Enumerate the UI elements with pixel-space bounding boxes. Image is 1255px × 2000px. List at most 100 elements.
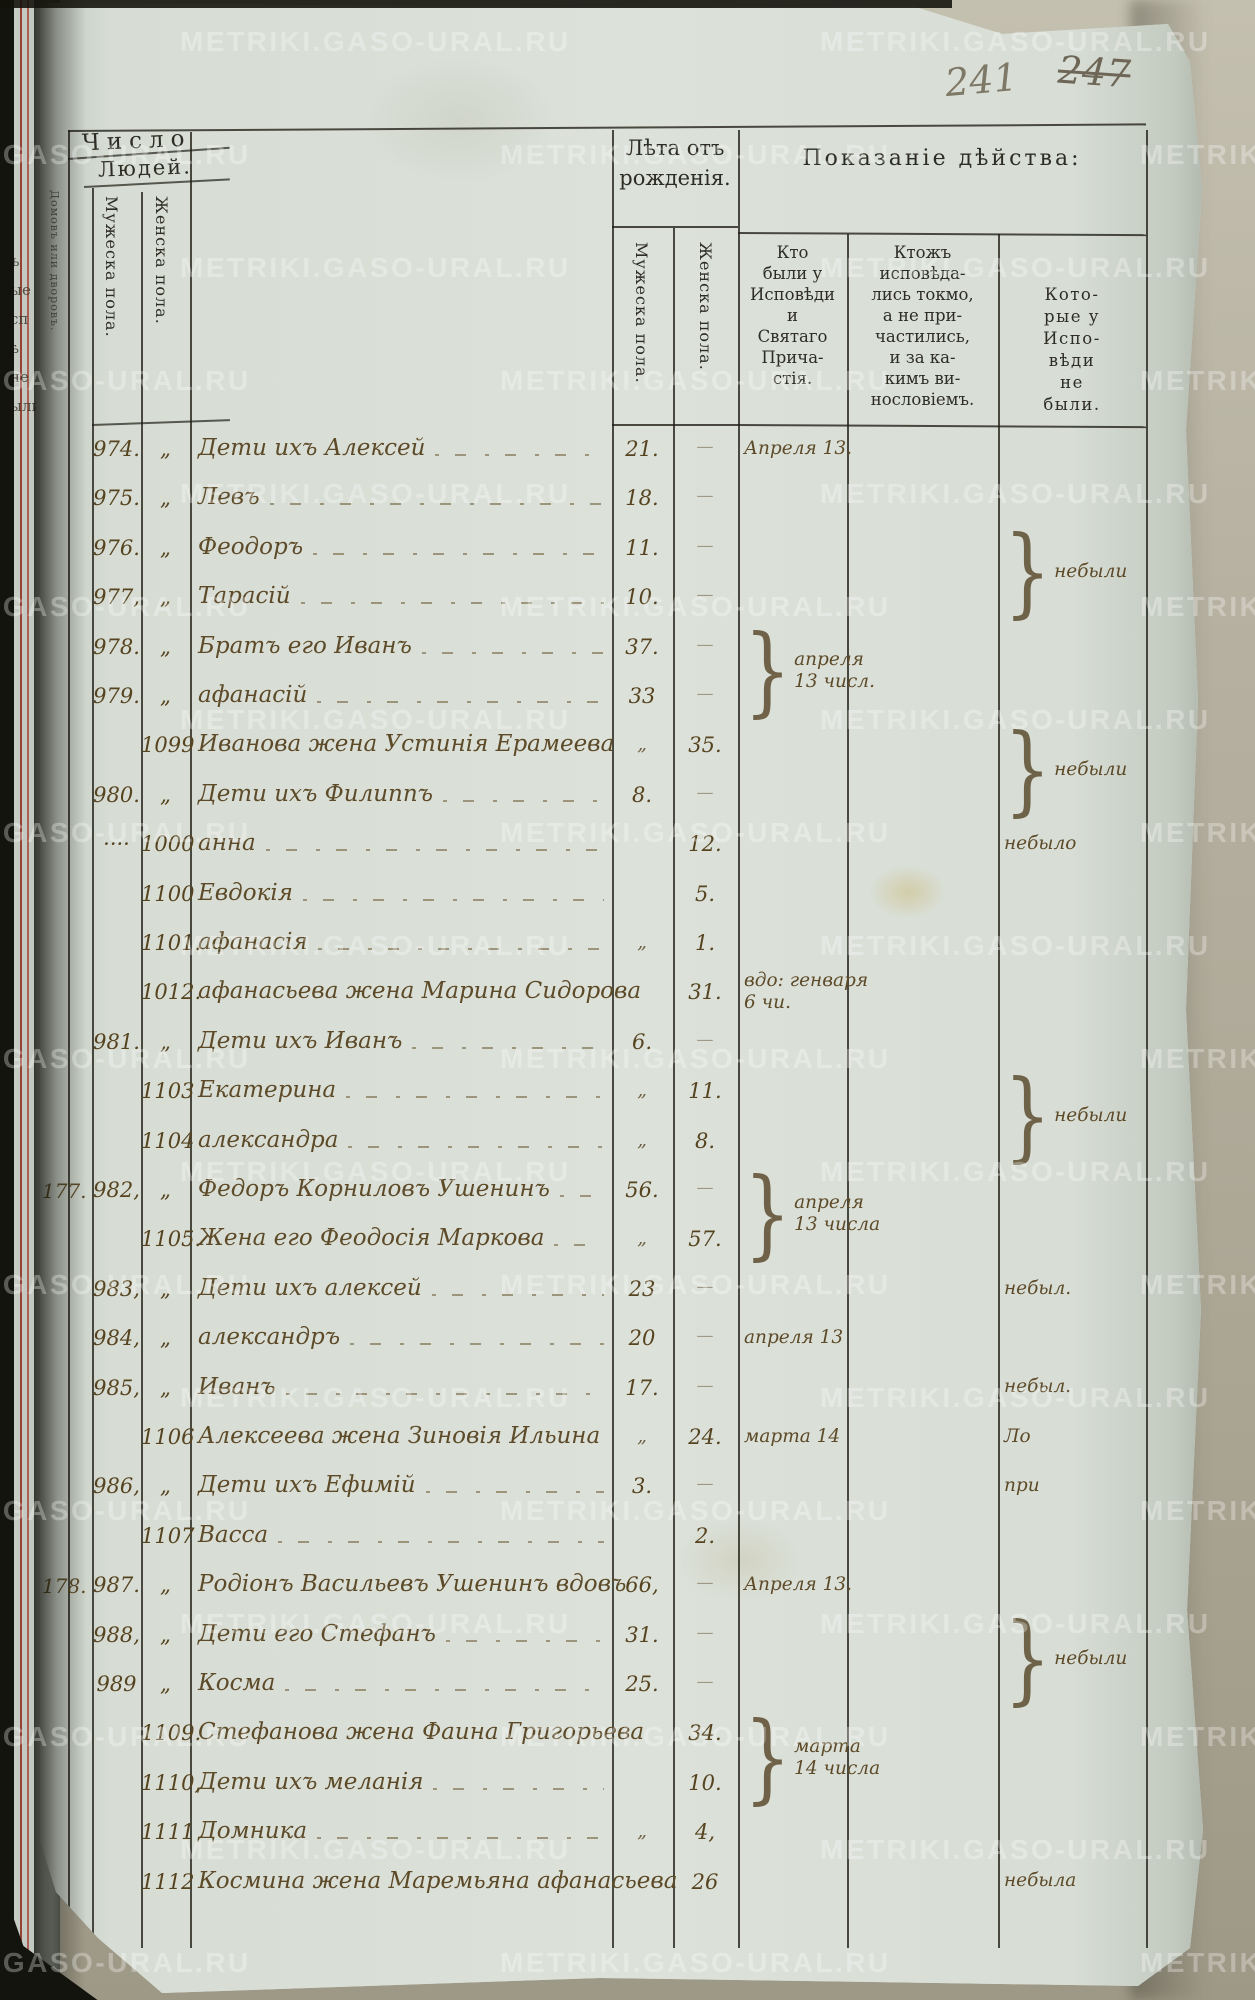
- note-line: Апреля 13.: [744, 437, 853, 459]
- header-line: лись токмо,: [871, 285, 974, 304]
- table-row: 1106 Алексеева жена Зиновія Ильина „ 24.: [40, 1418, 1203, 1467]
- person-name: Тарасій: [198, 583, 610, 609]
- person-name: афанасія: [198, 929, 610, 955]
- note-lines: небыло: [1004, 833, 1076, 855]
- table-row: 986, „ Дети ихъ Ефимій 3. —: [40, 1467, 1203, 1516]
- header-line: частились,: [874, 327, 971, 346]
- confession-date-note: Апреля 13.: [744, 438, 852, 460]
- header-line: Ктожъ: [893, 243, 952, 262]
- person-name: Левъ: [198, 484, 610, 510]
- age-male: „: [637, 733, 647, 756]
- column-rule: [673, 228, 675, 1948]
- person-name-text: Левъ: [198, 484, 260, 511]
- confession-date-note: вдо: генваря 6 чи.: [744, 970, 868, 1014]
- person-number-female: „: [160, 486, 171, 511]
- person-number-male: 980.: [93, 782, 140, 807]
- person-number-male: 979.: [93, 684, 140, 708]
- note-lines: марта 14 числа: [794, 1736, 880, 1780]
- note-line: апреля 13: [744, 1326, 844, 1348]
- absence-note: небыл.: [1004, 1278, 1071, 1300]
- confession-date-note: Апреля 13.: [744, 1574, 852, 1596]
- person-name: Васса: [198, 1522, 610, 1548]
- person-name: Дети ихъ Иванъ: [198, 1028, 610, 1054]
- person-name: Братъ его Иванъ: [198, 633, 610, 659]
- header-line: Кто: [776, 243, 809, 262]
- header-line: стія.: [772, 369, 813, 388]
- table-row: 1103 Екатерина „ 11.: [40, 1072, 1203, 1121]
- leader-dashes: [443, 799, 604, 802]
- leader-dashes: [559, 1195, 604, 1197]
- age-male: „: [637, 931, 647, 953]
- note-lines: Ло: [1004, 1426, 1031, 1448]
- age-female: —: [696, 782, 714, 803]
- cut-off-text-fragment: ыли: [10, 397, 36, 415]
- header-line: Исповѣди: [750, 285, 835, 304]
- person-name-text: Жена его Феодосія Маркова: [198, 1225, 545, 1252]
- table-row: 1012. афанасьева жена Марина Сидорова 31.: [40, 973, 1203, 1022]
- cut-off-text-fragment: ѣ: [10, 339, 20, 357]
- age-female: 2.: [694, 1523, 716, 1548]
- header-line: были у: [762, 264, 823, 283]
- age-female: 8.: [694, 1128, 716, 1153]
- person-name: Дети ихъ меланія: [198, 1769, 610, 1795]
- person-number-female: „: [160, 1326, 171, 1351]
- age-male: 56.: [625, 1178, 659, 1202]
- page-number-crossed-out: 247: [1056, 47, 1132, 97]
- absence-note: } небыли: [1004, 515, 1128, 629]
- person-name-text: Дети ихъ Ефимій: [198, 1472, 416, 1499]
- note-line: небыл.: [1004, 1376, 1072, 1398]
- leader-dashes: [317, 948, 604, 950]
- absence-note: небыло: [1004, 833, 1076, 855]
- absence-note: при: [1004, 1475, 1040, 1497]
- person-name-text: Феодоръ: [198, 533, 304, 560]
- age-male: 11.: [625, 535, 659, 560]
- note-line: Ло: [1004, 1425, 1031, 1447]
- person-number-male: 989: [96, 1672, 137, 1696]
- person-number-female: „: [160, 782, 171, 807]
- scan-background-strip: [0, 0, 14, 2000]
- age-female: —: [696, 1573, 714, 1594]
- age-female: 1.: [694, 931, 716, 955]
- person-name: афанасьева жена Марина Сидорова: [198, 978, 641, 1004]
- person-number-male: 982,: [93, 1178, 140, 1202]
- person-name-text: Дети его Стефанъ: [198, 1620, 436, 1647]
- note-lines: марта 14: [744, 1426, 840, 1448]
- person-name: Космина жена Маремьяна афанасьева: [198, 1868, 678, 1894]
- person-name: Екатерина: [198, 1077, 610, 1103]
- person-number-female: 1112: [141, 1869, 195, 1894]
- table-row: 984, „ александръ 20 —: [40, 1319, 1203, 1368]
- person-name: Дети ихъ Алексей: [198, 435, 610, 461]
- header-age-title-line2: рожденія.: [619, 166, 731, 190]
- note-lines: апреля 13: [744, 1327, 843, 1349]
- confession-date-note: апреля 13: [744, 1327, 843, 1349]
- person-number-female: 1101.: [141, 931, 202, 955]
- note-line: вдо: генваря: [744, 970, 869, 992]
- row-rule: [612, 424, 738, 426]
- confession-date-note: } апреля 13 числа: [744, 1157, 881, 1272]
- age-female: —: [696, 1178, 714, 1198]
- person-number-male: 974.: [93, 437, 140, 461]
- person-number-male: 985,: [93, 1375, 140, 1400]
- person-name: афанасій: [198, 682, 610, 708]
- note-line: небыла: [1004, 1870, 1077, 1892]
- absence-note: } небыли: [1004, 713, 1128, 827]
- note-line: небыли: [1054, 561, 1128, 583]
- person-name-text: Тарасій: [198, 583, 291, 610]
- note-line: апреля: [794, 649, 864, 670]
- header-line: Испо-: [1043, 329, 1101, 348]
- person-name: Жена его Феодосія Маркова: [198, 1225, 610, 1251]
- header-line: а не при-: [882, 306, 963, 325]
- leader-dashes: [445, 1639, 604, 1642]
- header-absent-column: Кото-рые у Испо-вѣди не были.: [998, 284, 1146, 416]
- person-number-male: ····: [103, 832, 130, 857]
- leader-dashes: [350, 1343, 604, 1346]
- leader-dashes: [317, 1837, 604, 1840]
- table-row: 1112 Космина жена Маремьяна афанасьева 26: [40, 1863, 1203, 1912]
- table-row: 1100 Евдокія 5.: [40, 875, 1203, 924]
- header-households-column: Домовъ или дворовъ.: [48, 190, 61, 332]
- margin-rule-line: [20, 0, 22, 2000]
- person-name-text: Космина жена Маремьяна афанасьева: [198, 1867, 678, 1894]
- margin-rule-line: [27, 0, 29, 2000]
- age-male: 18.: [625, 486, 659, 511]
- note-line: при: [1004, 1475, 1040, 1497]
